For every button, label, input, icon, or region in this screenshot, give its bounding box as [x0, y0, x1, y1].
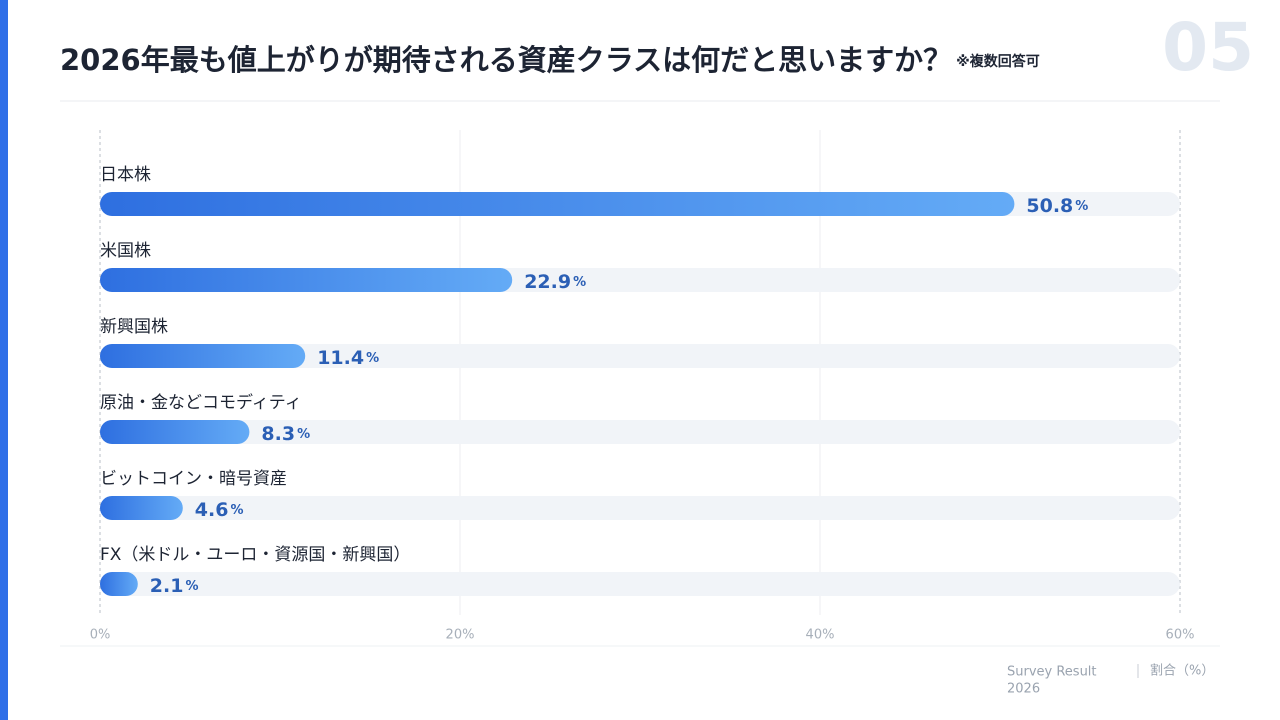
value-unit: %	[230, 503, 243, 518]
value-number: 11.4	[317, 347, 364, 369]
page-number: 05	[1162, 9, 1254, 86]
x-tick-label: 0%	[90, 628, 111, 643]
value-number: 2.1	[150, 575, 184, 597]
bar	[100, 192, 1015, 216]
category-label: 日本株	[100, 165, 151, 185]
value-unit: %	[297, 427, 310, 442]
bar	[100, 572, 138, 596]
bar-track	[100, 496, 1180, 520]
category-label: 米国株	[100, 241, 151, 261]
value-unit: %	[185, 579, 198, 594]
category-label: 新興国株	[100, 317, 168, 337]
value-number: 4.6	[195, 499, 229, 521]
x-tick-label: 20%	[446, 628, 475, 643]
x-axis-label: 割合（%）	[1150, 663, 1214, 679]
value-label: 4.6%	[195, 499, 244, 521]
bar	[100, 344, 306, 368]
bar	[100, 420, 250, 444]
bar-track	[100, 344, 1180, 368]
value-number: 50.8	[1026, 195, 1073, 217]
chart-title: 2026年最も値上がりが期待される資産クラスは何だと思いますか？ ※複数回答可	[60, 43, 1040, 77]
value-unit: %	[573, 275, 586, 290]
category-label: 原油・金などコモディティ	[100, 392, 302, 413]
value-unit: %	[1075, 199, 1088, 214]
value-label: 11.4%	[317, 347, 379, 369]
bar-track	[100, 420, 1180, 444]
value-number: 22.9	[524, 271, 571, 293]
plot: 0% 20% 40% 60% 日本株 50.8 % 米国株 22.9 % 新興国株 11.4 % 原油・金…	[90, 130, 1195, 643]
source-line: Survey Result	[1007, 665, 1097, 680]
category-label: ビットコイン・暗号資産	[100, 469, 287, 489]
value-label: 8.3%	[261, 423, 310, 445]
accent-strip	[0, 0, 8, 720]
bar-track	[100, 572, 1180, 596]
subtitle: ※複数回答可	[956, 53, 1040, 70]
value-number: 8.3	[261, 423, 295, 445]
title-text: 2026年最も値上がりが期待される資産クラスは何だと思いますか？	[60, 43, 952, 77]
x-tick-label: 60%	[1166, 628, 1195, 643]
value-label: 50.8%	[1026, 195, 1088, 217]
source-line: 2026	[1007, 682, 1040, 697]
value-label: 22.9%	[524, 271, 586, 293]
category-label: FX（米ドル・ユーロ・資源国・新興国）	[100, 545, 410, 565]
bar	[100, 268, 513, 292]
value-unit: %	[366, 351, 379, 366]
bar	[100, 496, 183, 520]
x-tick-label: 40%	[806, 628, 835, 643]
value-label: 2.1%	[150, 575, 199, 597]
